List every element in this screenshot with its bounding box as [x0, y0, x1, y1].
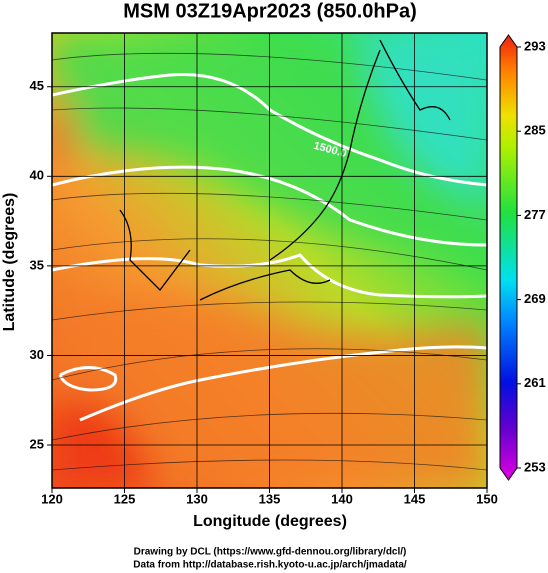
credit: Data from http://database.rish.kyoto-u.a… — [133, 560, 407, 571]
colorbar — [499, 34, 518, 481]
colorbar-label: 261 — [524, 375, 546, 390]
x-axis-label: Longitude (degrees) — [193, 513, 347, 530]
y-tick-label: 45 — [30, 78, 44, 93]
x-tick-label: 145 — [404, 491, 426, 506]
x-tick-label: 125 — [114, 491, 136, 506]
contours — [52, 72, 487, 422]
x-tick-label: 135 — [259, 491, 281, 506]
colorbar-label: 277 — [524, 207, 546, 222]
y-tick-label: 40 — [30, 168, 44, 183]
colorbar-label: 269 — [524, 291, 546, 306]
y-tick-label: 35 — [30, 257, 44, 272]
colorbar-label: 293 — [524, 38, 546, 53]
x-tick-label: 120 — [41, 491, 63, 506]
coastlines — [119, 39, 451, 301]
x-tick-label: 150 — [476, 491, 498, 506]
title: MSM 03Z19Apr2023 (850.0hPa) — [123, 0, 416, 22]
credit: Drawing by DCL (https://www.gfd-dennou.o… — [134, 547, 407, 558]
x-tick-label: 140 — [331, 491, 353, 506]
y-tick-label: 25 — [30, 436, 44, 451]
y-axis-label: Latitude (degrees) — [1, 193, 18, 332]
colorbar-label: 253 — [524, 459, 546, 474]
y-tick-label: 30 — [30, 347, 44, 362]
streamlines — [52, 52, 487, 471]
x-tick-label: 130 — [186, 491, 208, 506]
colorbar-label: 285 — [524, 123, 546, 138]
